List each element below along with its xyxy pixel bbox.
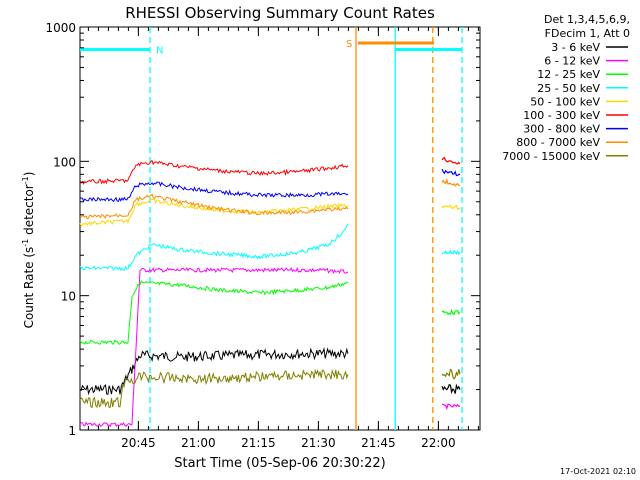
legend-label-3: 25 - 50 keV [537, 82, 600, 95]
x-tick-label: 21:45 [361, 436, 396, 450]
legend-label-2: 12 - 25 keV [537, 68, 600, 81]
legend-label-7: 800 - 7000 keV [516, 136, 600, 149]
legend-label-4: 50 - 100 keV [530, 95, 600, 108]
legend-label-6: 300 - 800 keV [523, 123, 600, 136]
legend: Det 1,3,4,5,6,9, FDecim 1, Att 0 3 - 6 k… [502, 13, 630, 163]
series-line-7 [79, 193, 349, 220]
x-axis-label: Start Time (05-Sep-06 20:30:22) [174, 456, 385, 471]
series-line-6 [79, 181, 349, 203]
legend-label-8: 7000 - 15000 keV [502, 150, 600, 163]
y-axis-label: Count Rate (s-1 detector-1) [21, 172, 36, 329]
plot-frame [79, 26, 481, 431]
series-line-2 [79, 280, 349, 345]
legend-label-5: 100 - 300 keV [523, 109, 600, 122]
y-tick-label: 100 [53, 155, 76, 169]
series-line-0 [79, 346, 349, 396]
y-axis-label-sup1: -1 [21, 239, 30, 247]
series-line-8-segment2 [441, 368, 461, 380]
series-line-8 [79, 368, 349, 409]
x-tick-label: 22:00 [421, 436, 456, 450]
series-line-1 [79, 266, 349, 428]
timestamp: 17-Oct-2021 02:10 [560, 467, 636, 476]
series-line-5-segment2 [441, 156, 461, 165]
annotation-label-N: N [156, 45, 163, 56]
series-line-0-segment2 [441, 383, 461, 395]
series-line-4 [79, 198, 349, 227]
legend-label-0: 3 - 6 keV [551, 41, 600, 54]
annotation-label-S: S [346, 39, 352, 50]
y-axis-label-sup2: -1 [21, 176, 30, 184]
series-line-4-segment2 [441, 204, 461, 210]
plot-area: N S 1 10 100 1000 20:45 21:00 21:15 21:30 21:45 22:… [45, 21, 481, 450]
x-tick-label: 21:00 [181, 436, 216, 450]
y-axis-label-end: ) [22, 172, 36, 177]
chart-title: RHESSI Observing Summary Count Rates [125, 4, 435, 22]
y-tick-label: 10 [61, 290, 76, 304]
series-line-6-segment2 [441, 168, 460, 177]
legend-label-1: 6 - 12 keV [544, 55, 600, 68]
x-tick-label: 21:15 [241, 436, 276, 450]
series-line-3 [79, 223, 349, 272]
y-tick-label: 1 [68, 424, 76, 438]
series-line-5 [79, 159, 349, 185]
series-line-3-segment2 [441, 249, 461, 256]
y-tick-label: 1000 [45, 21, 76, 35]
legend-header-line1: Det 1,3,4,5,6,9, [544, 13, 630, 26]
legend-header-line2: FDecim 1, Att 0 [545, 27, 630, 40]
y-axis-label-mid: detector [22, 184, 36, 239]
x-tick-label: 21:30 [301, 436, 336, 450]
x-tick-label: 20:45 [121, 436, 156, 450]
series-line-1-segment2 [442, 403, 460, 411]
series-line-2-segment2 [441, 308, 461, 316]
series-line-7-segment2 [441, 178, 461, 187]
